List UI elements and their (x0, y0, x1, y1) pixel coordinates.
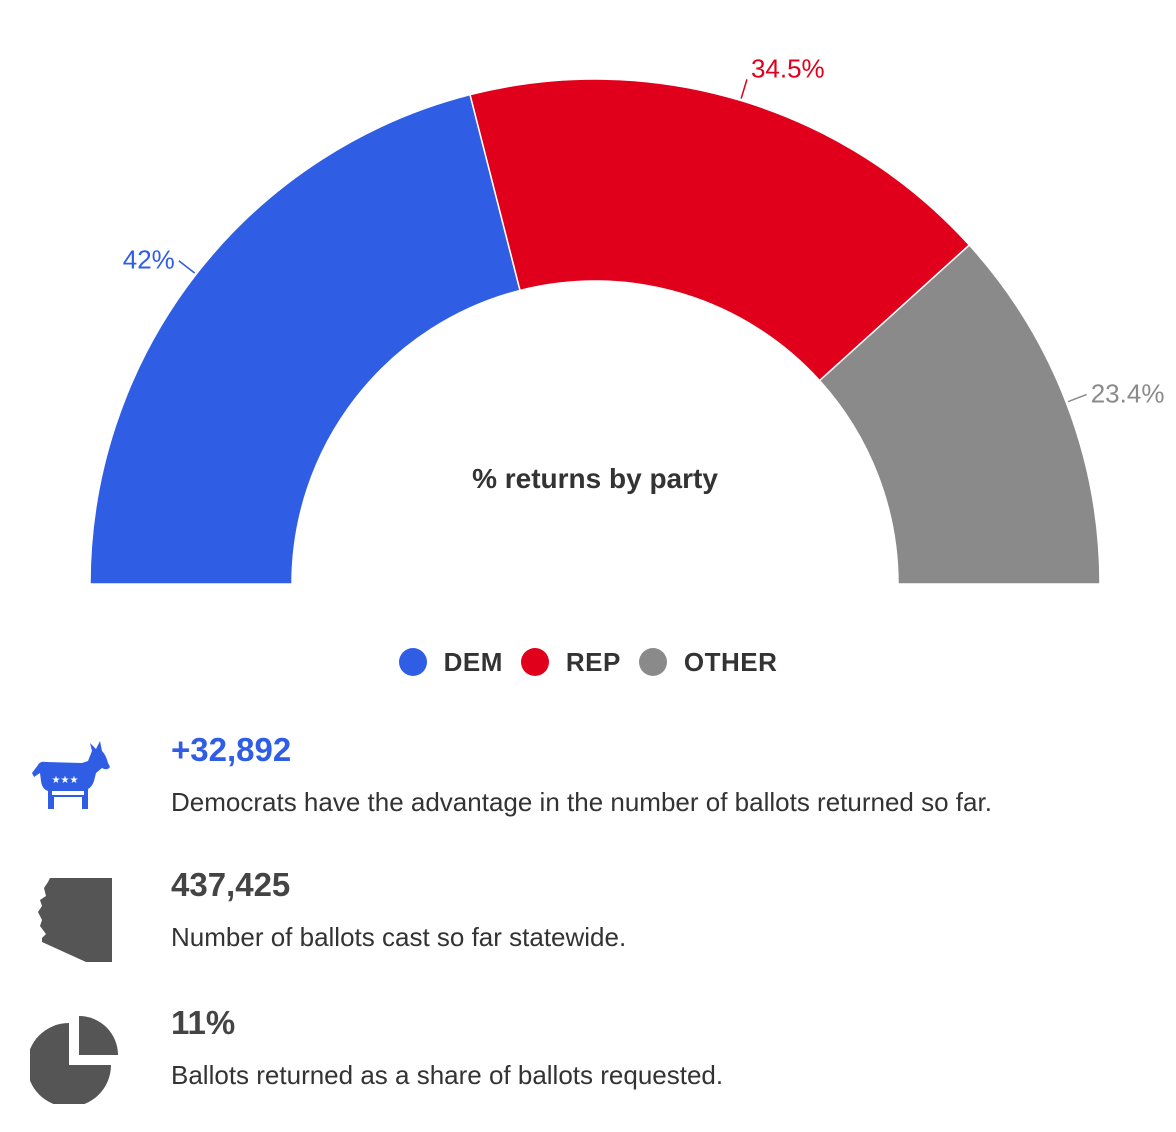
stat-description: Number of ballots cast so far statewide. (171, 922, 627, 952)
leader-line-rep (740, 79, 748, 99)
pie-chart-icon (27, 1014, 120, 1107)
chart-data-labels: 42% 34.5% 23.4% (123, 53, 1165, 408)
legend-swatch-other (638, 648, 667, 676)
legend-label-other: OTHER (683, 646, 778, 677)
stat-value: 437,425 (171, 866, 291, 903)
slice-other (818, 243, 1101, 585)
stat-value: 11% (171, 1004, 236, 1041)
chart-title: % returns by party (472, 463, 718, 494)
data-label-rep: 34.5% (751, 53, 825, 83)
leader-line-other (1067, 393, 1087, 403)
slice-dem (89, 93, 521, 585)
legend-item-rep: REP (520, 646, 621, 678)
stat-description: Democrats have the advantage in the numb… (171, 787, 992, 817)
legend-label-dem: DEM (443, 646, 503, 677)
chart-legend: DEM REP OTHER (0, 642, 1176, 682)
stat-description: Ballots returned as a share of ballots r… (171, 1060, 724, 1090)
donkey-icon: ★★★ (30, 741, 120, 831)
arizona-map-icon (30, 876, 120, 966)
stat-ballots-cast: 437,425 Number of ballots cast so far st… (0, 866, 1176, 966)
chart-slices (89, 78, 1101, 585)
legend-swatch-rep (520, 648, 549, 676)
data-label-dem: 42% (123, 245, 175, 275)
leader-line-dem (178, 260, 196, 274)
legend-item-dem: DEM (398, 646, 503, 678)
stat-value: +32,892 (171, 731, 292, 768)
data-label-other: 23.4% (1091, 378, 1165, 408)
stat-return-share: 11% Ballots returned as a share of ballo… (0, 1004, 1176, 1107)
legend-item-other: OTHER (638, 646, 778, 678)
semi-donut-chart: 42% 34.5% 23.4% % returns by party (89, 53, 1165, 585)
legend-label-rep: REP (565, 646, 621, 677)
slice-rep (469, 78, 971, 382)
legend-swatch-dem (398, 648, 427, 676)
stat-dem-advantage: ★★★ +32,892 Democrats have the advantage… (0, 731, 1176, 831)
svg-text:★★★: ★★★ (52, 775, 79, 786)
